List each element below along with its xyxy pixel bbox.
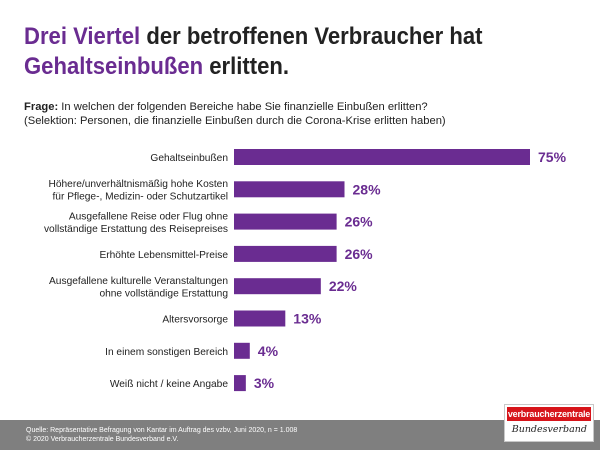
value-label-3: 26%	[345, 246, 374, 262]
category-label-0: Gehaltseinbußen	[150, 153, 228, 164]
value-label-7: 3%	[254, 375, 275, 391]
bar-5	[234, 310, 286, 327]
category-label-5: Altersvorsorge	[162, 315, 228, 326]
bar-4	[234, 278, 321, 295]
bar-7	[234, 375, 246, 392]
category-label-2: Ausgefallene Reise oder Flug ohne vollstä…	[44, 211, 228, 235]
bar-6	[234, 342, 250, 359]
vzbv-logo: verbraucherzentrale Bundesverband	[504, 404, 594, 442]
question-selection: (Selektion: Personen, die finanzielle Ei…	[24, 115, 446, 127]
value-label-5: 13%	[293, 311, 322, 327]
category-label-4: Ausgefallene kulturelle Veranstaltungen o…	[49, 276, 228, 300]
title-text-1: der betroffenen Verbraucher hat	[140, 23, 483, 50]
bar-2	[234, 213, 337, 230]
title-accent-2: Gehaltseinbußen	[24, 53, 204, 80]
category-label-7: Weiß nicht / keine Angabe	[110, 379, 229, 390]
title-text-2: erlitten.	[203, 53, 290, 80]
bar-3	[234, 245, 337, 262]
footer-source: Quelle: Repräsentative Befragung von Kan…	[26, 426, 297, 444]
bar-1	[234, 181, 345, 198]
category-label-3: Erhöhte Lebensmittel-Preise	[99, 250, 228, 261]
logo-top-text: verbraucherzentrale	[507, 407, 591, 421]
category-label-6: In einem sonstigen Bereich	[105, 347, 228, 358]
question-label: Frage:	[24, 101, 59, 113]
bar-0	[234, 149, 530, 165]
page-title: Drei Viertel der betroffenen Verbraucher…	[24, 22, 539, 82]
value-label-2: 26%	[345, 214, 374, 230]
value-label-4: 22%	[329, 278, 358, 294]
value-label-0: 75%	[538, 149, 567, 165]
title-accent-1: Drei Viertel	[24, 23, 141, 50]
value-label-6: 4%	[258, 343, 279, 359]
bar-chart: 75% Gehaltseinbußen 28% Höhere/unverhältnis…	[44, 149, 567, 392]
source-line-1: Quelle: Repräsentative Befragung von Kan…	[26, 427, 298, 434]
footer: Quelle: Repräsentative Befragung von Kan…	[0, 420, 600, 450]
category-label-1: Höhere/unverhältnismäßig hohe Kosten für …	[48, 179, 228, 203]
value-label-1: 28%	[353, 181, 382, 197]
logo-bottom-text: Bundesverband	[511, 424, 587, 435]
survey-question: Frage: In welchen der folgenden Bereiche…	[24, 100, 584, 128]
question-text: In welchen der folgenden Bereiche habe S…	[58, 101, 428, 113]
source-line-2: © 2020 Verbraucherzentrale Bundesverband…	[26, 436, 179, 443]
